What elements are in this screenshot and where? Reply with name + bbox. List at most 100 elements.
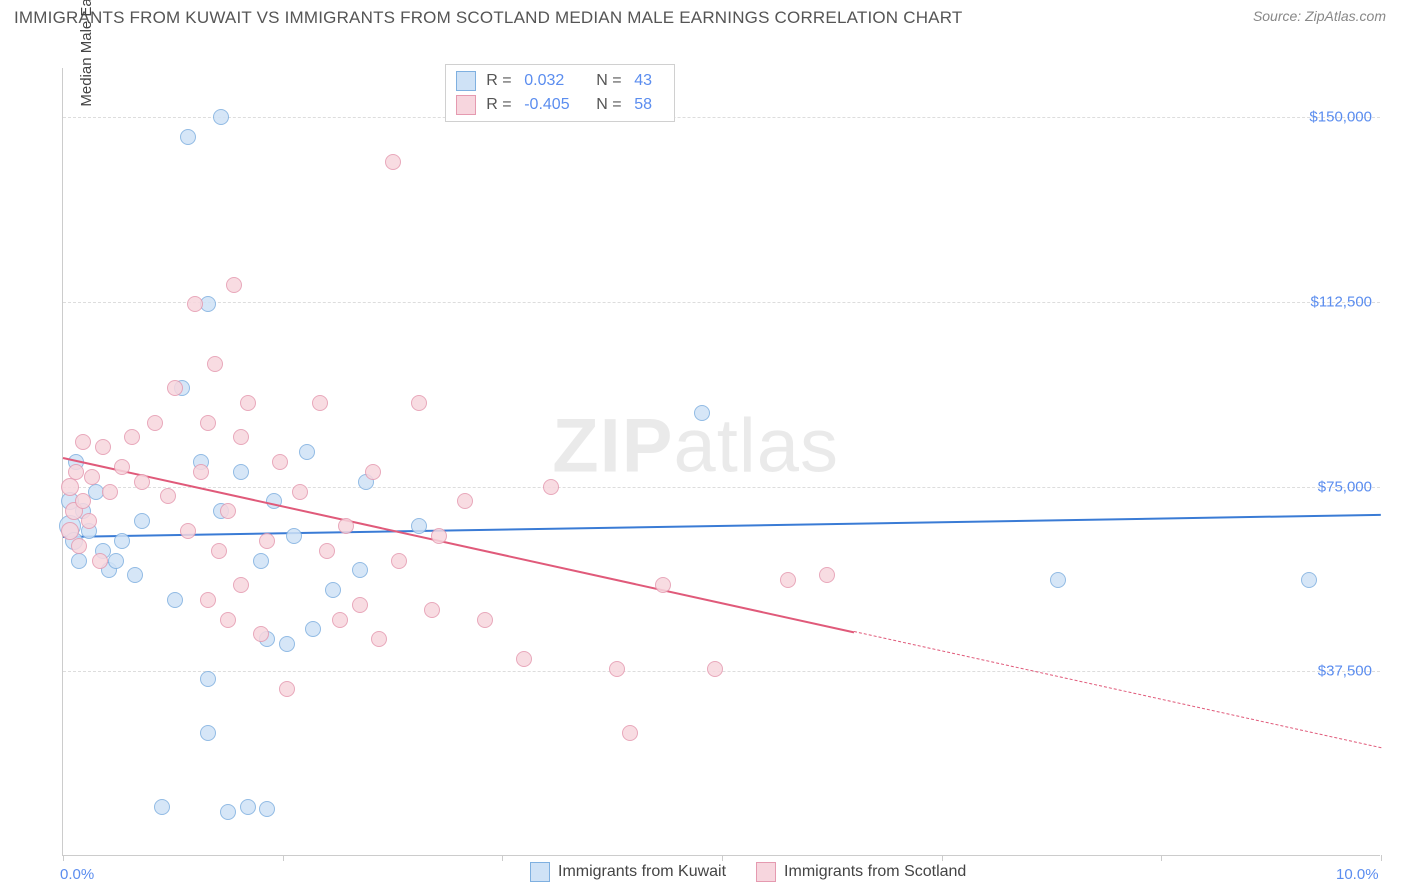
data-point <box>226 277 242 293</box>
data-point <box>609 661 625 677</box>
data-point <box>84 469 100 485</box>
data-point <box>259 801 275 817</box>
data-point <box>272 454 288 470</box>
data-point <box>1301 572 1317 588</box>
trend-line-extrapolated <box>854 631 1381 748</box>
data-point <box>819 567 835 583</box>
x-tick-label-max: 10.0% <box>1336 866 1379 883</box>
legend-series: Immigrants from Kuwait Immigrants from Sc… <box>530 862 966 882</box>
legend-swatch <box>456 71 476 91</box>
data-point <box>75 434 91 450</box>
data-point <box>71 538 87 554</box>
data-point <box>516 651 532 667</box>
data-point <box>385 154 401 170</box>
data-point <box>233 429 249 445</box>
data-point <box>134 474 150 490</box>
data-point <box>233 577 249 593</box>
x-tick <box>502 855 503 861</box>
data-point <box>213 109 229 125</box>
data-point <box>457 493 473 509</box>
data-point <box>279 681 295 697</box>
data-point <box>286 528 302 544</box>
data-point <box>127 567 143 583</box>
data-point <box>200 415 216 431</box>
data-point <box>200 725 216 741</box>
data-point <box>253 626 269 642</box>
data-point <box>211 543 227 559</box>
data-point <box>292 484 308 500</box>
data-point <box>102 484 118 500</box>
data-point <box>167 380 183 396</box>
data-point <box>207 356 223 372</box>
legend-swatch <box>756 862 776 882</box>
x-tick-label-min: 0.0% <box>60 866 94 883</box>
data-point <box>167 592 183 608</box>
data-point <box>477 612 493 628</box>
data-point <box>193 464 209 480</box>
chart-title: IMMIGRANTS FROM KUWAIT VS IMMIGRANTS FRO… <box>14 8 962 28</box>
data-point <box>114 459 130 475</box>
x-tick <box>283 855 284 861</box>
data-point <box>240 395 256 411</box>
legend-n-label: N = <box>596 96 624 114</box>
legend-swatch <box>530 862 550 882</box>
watermark-bold: ZIP <box>552 404 673 489</box>
data-point <box>68 464 84 480</box>
y-tick-label: $150,000 <box>1309 109 1372 126</box>
data-point <box>259 533 275 549</box>
data-point <box>92 553 108 569</box>
data-point <box>325 582 341 598</box>
data-point <box>253 553 269 569</box>
gridline-h <box>63 117 1380 118</box>
legend-series-label: Immigrants from Kuwait <box>558 863 726 881</box>
legend-r-value: -0.405 <box>524 96 586 114</box>
x-tick <box>1381 855 1382 861</box>
legend-swatch <box>456 95 476 115</box>
data-point <box>180 523 196 539</box>
data-point <box>707 661 723 677</box>
legend-item: Immigrants from Scotland <box>756 862 966 882</box>
data-point <box>305 621 321 637</box>
data-point <box>694 405 710 421</box>
x-tick <box>942 855 943 861</box>
data-point <box>1050 572 1066 588</box>
data-point <box>365 464 381 480</box>
data-point <box>220 503 236 519</box>
data-point <box>391 553 407 569</box>
legend-correlation: R =0.032N =43R =-0.405N =58 <box>445 64 675 122</box>
data-point <box>71 553 87 569</box>
legend-n-label: N = <box>596 72 624 90</box>
data-point <box>220 612 236 628</box>
legend-n-value: 58 <box>634 96 664 114</box>
data-point <box>154 799 170 815</box>
gridline-h <box>63 302 1380 303</box>
plot-area: ZIPatlas $37,500$75,000$112,500$150,000R… <box>62 68 1380 856</box>
data-point <box>240 799 256 815</box>
legend-row: R =-0.405N =58 <box>456 93 664 117</box>
source-label: Source: ZipAtlas.com <box>1253 8 1386 24</box>
legend-n-value: 43 <box>634 72 664 90</box>
data-point <box>411 518 427 534</box>
data-point <box>114 533 130 549</box>
data-point <box>411 395 427 411</box>
data-point <box>95 439 111 455</box>
data-point <box>61 478 79 496</box>
data-point <box>319 543 335 559</box>
legend-r-label: R = <box>486 72 514 90</box>
data-point <box>81 513 97 529</box>
data-point <box>780 572 796 588</box>
y-tick-label: $112,500 <box>1311 293 1372 310</box>
data-point <box>312 395 328 411</box>
data-point <box>371 631 387 647</box>
trend-line <box>63 457 854 633</box>
legend-series-label: Immigrants from Scotland <box>784 863 966 881</box>
legend-r-value: 0.032 <box>524 72 586 90</box>
data-point <box>180 129 196 145</box>
data-point <box>655 577 671 593</box>
data-point <box>160 488 176 504</box>
data-point <box>147 415 163 431</box>
data-point <box>352 562 368 578</box>
legend-item: Immigrants from Kuwait <box>530 862 726 882</box>
data-point <box>338 518 354 534</box>
data-point <box>220 804 236 820</box>
